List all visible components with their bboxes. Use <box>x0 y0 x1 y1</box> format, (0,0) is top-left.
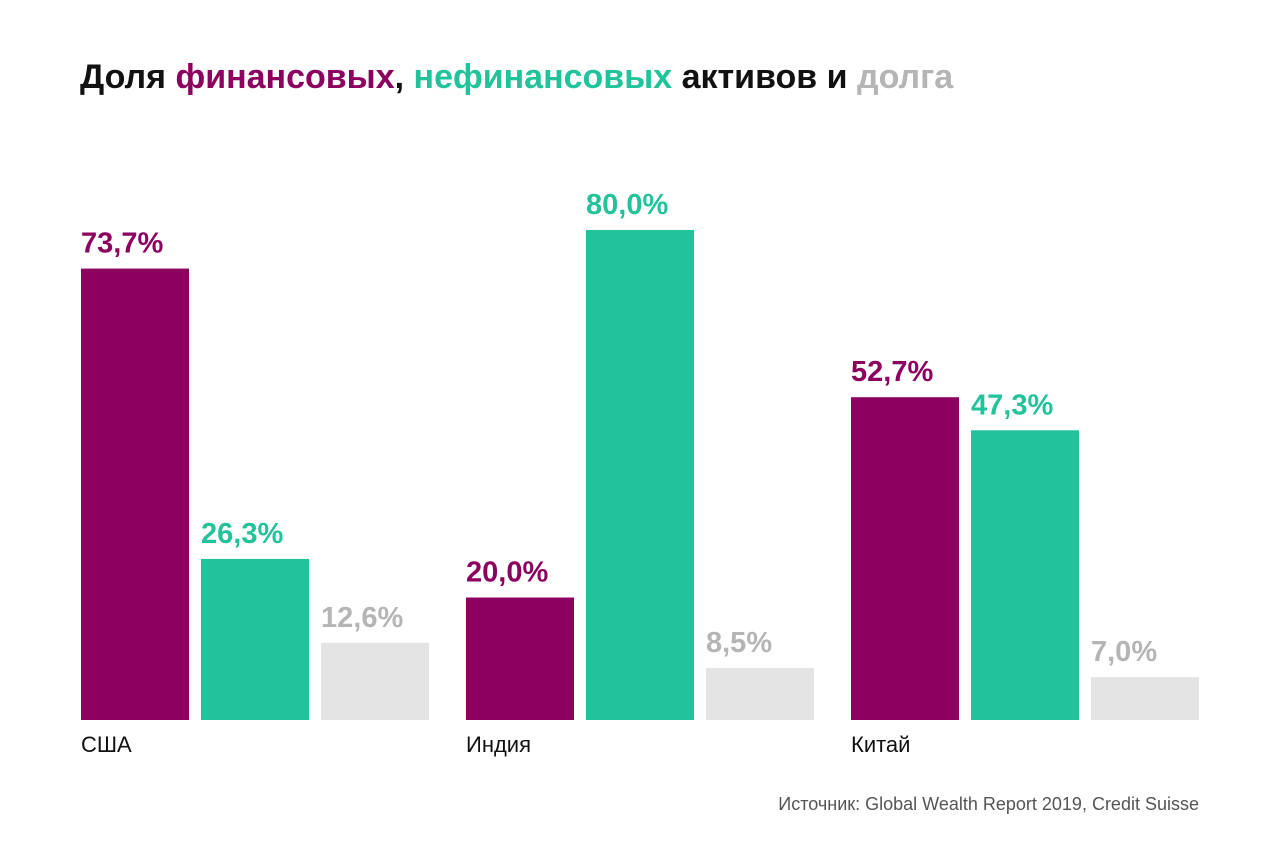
category-label-1: Индия <box>466 732 531 757</box>
bar-0-0 <box>81 268 189 720</box>
bars-layer <box>81 230 1199 720</box>
value-label-2-0: 52,7% <box>851 356 933 388</box>
value-label-0-2: 12,6% <box>321 602 403 634</box>
title-part-5: долга <box>857 58 954 96</box>
bar-2-2 <box>1091 677 1199 720</box>
bar-1-1 <box>586 230 694 720</box>
title-part-1: финансовых <box>175 58 394 96</box>
title-part-0: Доля <box>80 58 175 96</box>
source-note: Источник: Global Wealth Report 2019, Cre… <box>778 794 1199 814</box>
category-labels-layer: США Индия Китай <box>81 732 910 757</box>
title-part-4: активов и <box>672 58 857 96</box>
title-part-2: , <box>395 58 414 96</box>
category-label-2: Китай <box>851 732 910 757</box>
bar-2-0 <box>851 397 959 720</box>
value-label-2-1: 47,3% <box>971 389 1053 421</box>
bar-2-1 <box>971 430 1079 720</box>
value-label-1-1: 80,0% <box>586 189 668 221</box>
bar-1-2 <box>706 667 814 720</box>
value-label-0-1: 26,3% <box>201 518 283 550</box>
value-label-0-0: 73,7% <box>81 228 163 260</box>
value-label-1-2: 8,5% <box>706 627 772 659</box>
bar-1-0 <box>466 597 574 720</box>
category-label-0: США <box>81 732 132 757</box>
value-labels-layer: 73,7% 26,3% 12,6% 20,0% 80,0% 8,5% 52,7% 47,3% 7… <box>81 189 1157 668</box>
title-part-3: нефинансовых <box>414 58 673 96</box>
bar-0-2 <box>321 642 429 720</box>
bar-0-1 <box>201 558 309 720</box>
value-label-2-2: 7,0% <box>1091 636 1157 668</box>
value-label-1-0: 20,0% <box>466 557 548 589</box>
chart-title: Доля финансовых, нефинансовых активов и … <box>80 58 954 96</box>
